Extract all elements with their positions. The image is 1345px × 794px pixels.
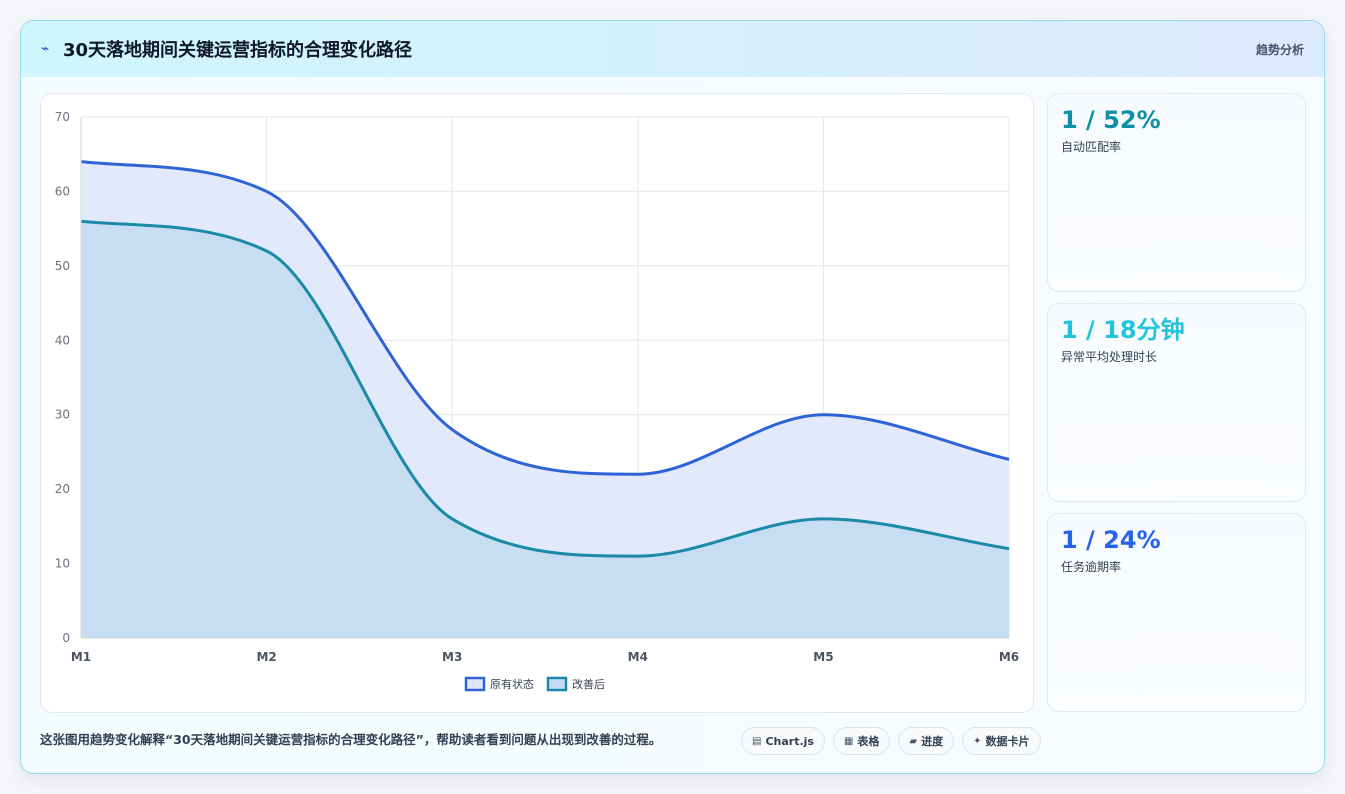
stat-value: 1 / 24%: [1061, 526, 1161, 554]
x-tick-label: M6: [999, 650, 1019, 664]
stat-label: 自动匹配率: [1061, 140, 1122, 154]
table-icon: ▦: [843, 735, 854, 747]
chip-label: 表格: [857, 735, 880, 748]
chip-table[interactable]: ▦ 表格: [832, 727, 891, 755]
series-line: [80, 219, 1010, 558]
x-tick-label: M5: [813, 650, 833, 664]
chart-container: 0 10 20 30 40 50 60 70 M1 M2 M3 M4 M5 M6 原有状态 改善后: [40, 93, 1034, 713]
card-icon: ✦: [973, 735, 982, 747]
legend-swatch: [464, 676, 486, 692]
progress-icon: ▰: [909, 735, 918, 747]
stat-label: 异常平均处理时长: [1061, 350, 1158, 364]
y-tick-label: 10: [55, 557, 70, 571]
x-tick-label: M1: [71, 650, 91, 664]
card-body: 0 10 20 30 40 50 60 70 M1 M2 M3 M4 M5 M6 原有状态 改善后 1 / 5…: [21, 77, 1324, 773]
y-tick-label: 20: [55, 482, 70, 496]
legend-swatch: [546, 676, 568, 692]
analysis-tag: 趋势分析: [1255, 42, 1304, 57]
chip-label: Chart.js: [765, 734, 814, 748]
y-tick-label: 50: [55, 259, 70, 273]
chip-label: 数据卡片: [985, 735, 1030, 748]
chip-data-card[interactable]: ✦ 数据卡片: [962, 727, 1041, 755]
y-tick-label: 40: [55, 333, 70, 347]
stat-card-auto-match: 1 / 52% 自动匹配率: [1047, 93, 1306, 292]
stat-value: 1 / 52%: [1061, 106, 1161, 134]
chip-label: 进度: [921, 735, 944, 748]
stat-label: 任务逾期率: [1061, 560, 1122, 574]
chip-progress[interactable]: ▰ 进度: [898, 727, 955, 755]
stat-value: 1 / 18分钟: [1061, 316, 1185, 344]
y-tick-label: 60: [55, 184, 70, 198]
series-line: [80, 160, 1010, 476]
dashboard-card: ⌁ 30天落地期间关键运营指标的合理变化路径 趋势分析 0 10 20 30 40 50 6…: [20, 20, 1325, 774]
series-area: [81, 221, 1009, 638]
chart-icon: ▤: [752, 735, 762, 747]
stat-card-handling-time: 1 / 18分钟 异常平均处理时长: [1047, 303, 1306, 502]
x-tick-label: M2: [256, 650, 276, 664]
page-title: 30天落地期间关键运营指标的合理变化路径: [63, 40, 413, 61]
x-tick-label: M3: [442, 650, 462, 664]
y-tick-label: 30: [55, 408, 70, 422]
y-tick-label: 0: [62, 631, 70, 645]
legend-label: 改善后: [572, 677, 605, 691]
chip-chartjs[interactable]: ▤ Chart.js: [741, 727, 825, 755]
sparkline-icon: ⌁: [41, 41, 50, 57]
feature-chips: ▤ Chart.js ▦ 表格 ▰ 进度 ✦ 数据卡片: [741, 727, 1041, 755]
y-tick-label: 70: [55, 110, 70, 124]
card-header: ⌁ 30天落地期间关键运营指标的合理变化路径 趋势分析: [21, 21, 1324, 77]
legend-label: 原有状态: [490, 677, 534, 691]
area-chart: 0 10 20 30 40 50 60 70 M1 M2 M3 M4 M5 M6 原有状态 改善后: [55, 110, 1019, 692]
x-tick-label: M4: [628, 650, 648, 664]
stat-card-overdue-rate: 1 / 24% 任务逾期率: [1047, 513, 1306, 712]
chart-description: 这张图用趋势变化解释“30天落地期间关键运营指标的合理变化路径”，帮助读者看到问…: [40, 732, 662, 747]
